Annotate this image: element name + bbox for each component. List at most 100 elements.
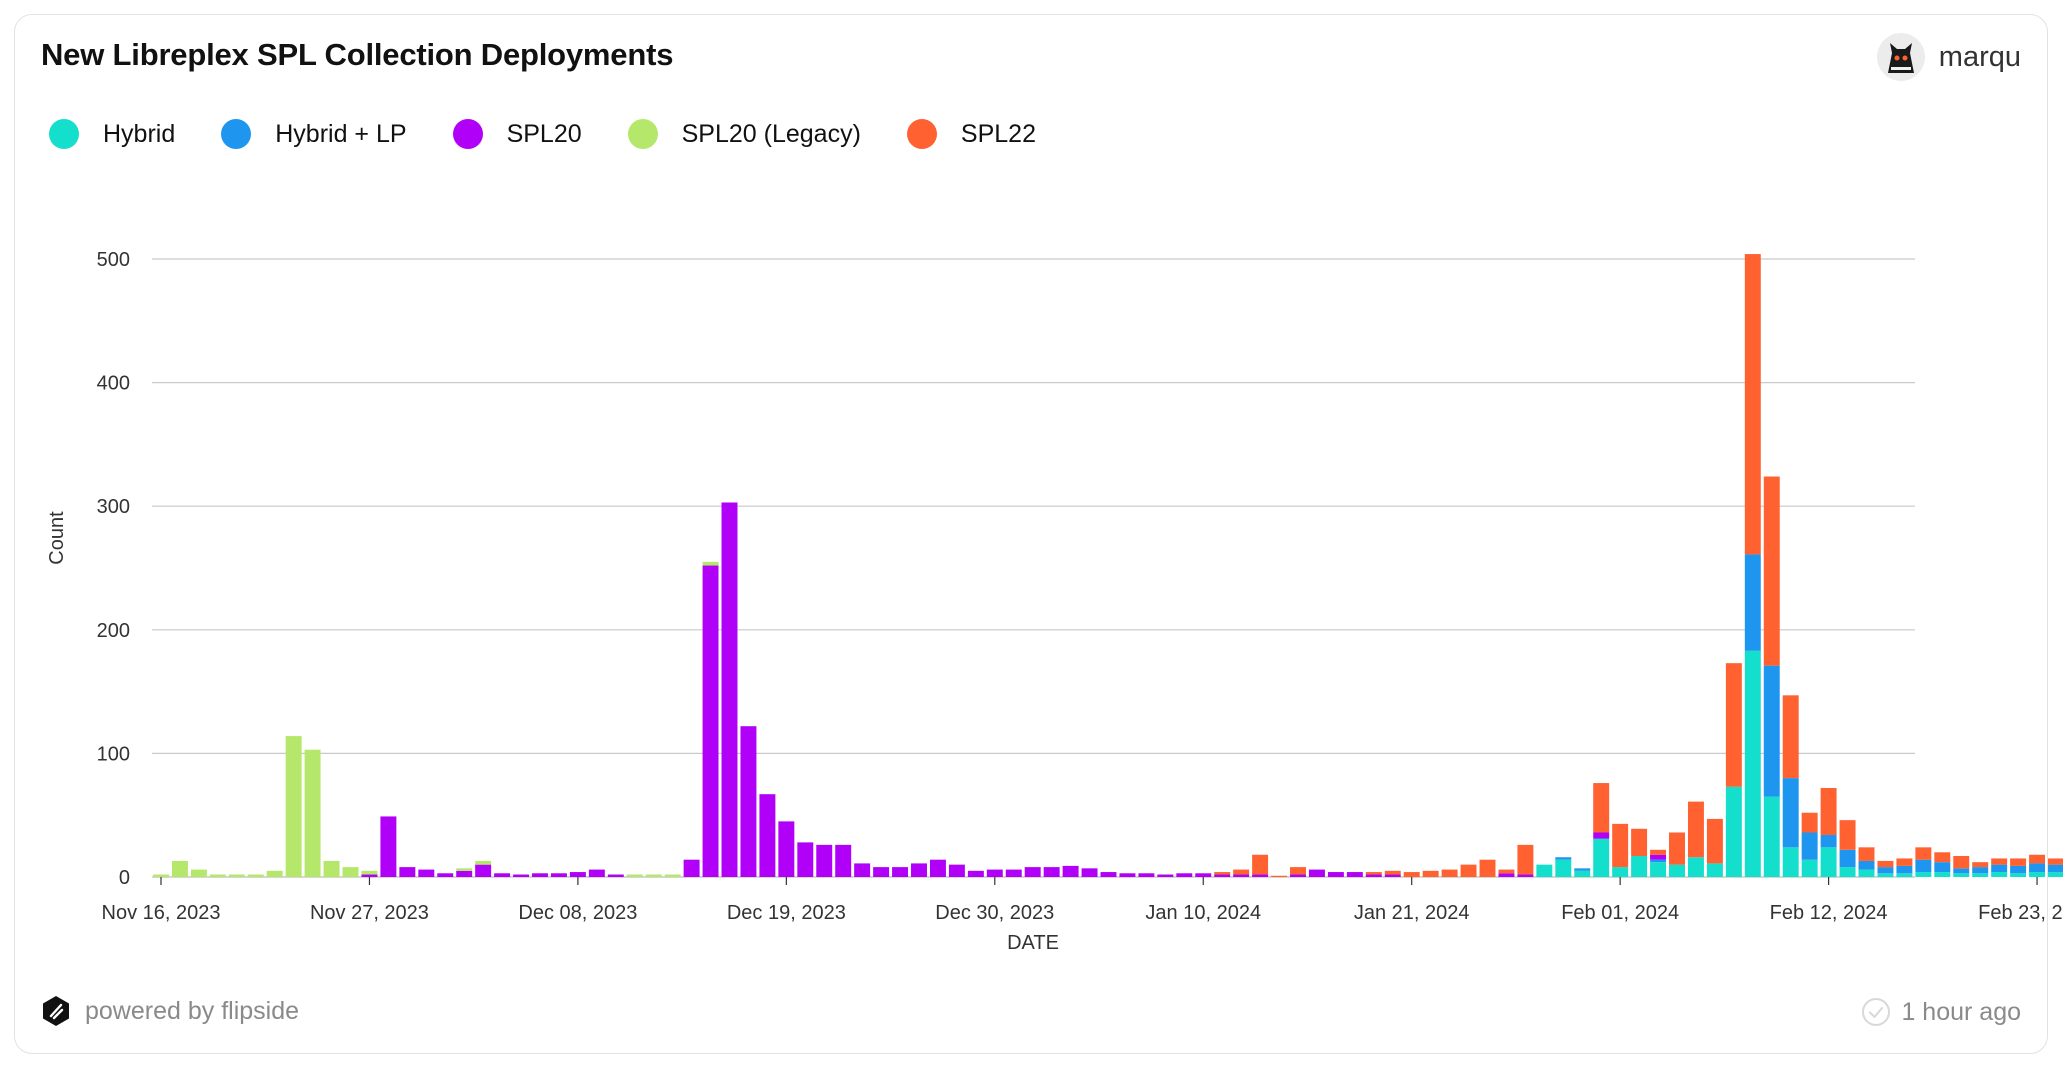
bar-segment-hybrid-lp (1574, 868, 1591, 871)
y-tick-label: 200 (97, 620, 130, 642)
bar-segment-hybrid-lp (1650, 859, 1667, 863)
bar-segment-spl22 (1403, 872, 1420, 877)
x-tick-label: Feb 01, 2024 (1561, 902, 1679, 924)
bar-segment-hybrid (1706, 863, 1723, 877)
bar-segment-hybrid-lp (1991, 864, 2008, 873)
bar-segment-spl20-legacy- (361, 870, 378, 875)
bar-segment-spl20 (816, 844, 833, 877)
bar-segment-spl22 (1896, 858, 1913, 866)
bar-segment-spl20 (1081, 868, 1098, 877)
legend-item-spl20-legacy[interactable]: SPL20 (Legacy) (627, 119, 861, 149)
bar-segment-spl20 (475, 864, 492, 877)
chart-card: New Libreplex SPL Collection Deployments… (14, 14, 2048, 1054)
bar-segment-spl20 (1024, 867, 1041, 877)
bar-segment-hybrid (1953, 873, 1970, 877)
bar-segment-spl20-legacy- (475, 860, 492, 865)
bar-segment-spl20-legacy- (171, 860, 188, 877)
bar-segment-spl20 (1290, 874, 1306, 877)
bar-segment-hybrid (2029, 872, 2046, 877)
legend-swatch-spl20-legacy (627, 119, 658, 149)
flipside-logo-icon (43, 996, 69, 1026)
bar-segment-spl20 (1062, 865, 1079, 877)
bar-segment-spl20 (1498, 873, 1515, 877)
bar-segment-spl22 (1441, 869, 1458, 877)
bar-segment-hybrid-lp (1839, 849, 1856, 868)
bar-segment-spl20 (986, 869, 1003, 877)
bar-segment-spl20 (1308, 869, 1325, 877)
bar-segment-hybrid (1631, 855, 1648, 877)
bar-segment-spl20-legacy- (702, 561, 719, 566)
bar-segment-spl22 (1839, 820, 1856, 850)
bar-segment-spl20-legacy- (266, 870, 283, 877)
bar-segment-spl20-legacy- (304, 749, 321, 877)
legend-label-spl22: SPL22 (960, 119, 1036, 148)
bar-segment-spl22 (1422, 870, 1439, 877)
bar-segment-spl20 (380, 816, 397, 877)
legend-item-spl22[interactable]: SPL22 (906, 119, 1036, 149)
bar-segment-spl22 (1460, 864, 1477, 877)
bar-segment-spl22 (1687, 801, 1704, 858)
chart-title: New Libreplex SPL Collection Deployments (41, 37, 674, 72)
bar-segment-spl22 (1725, 663, 1742, 787)
bar-segment-hybrid-lp (1858, 860, 1875, 870)
bar-segment-spl20 (1346, 872, 1363, 877)
bar-segment-spl20 (532, 873, 548, 877)
legend-item-hybrid[interactable]: Hybrid (49, 119, 175, 149)
bar-segment-spl20 (513, 874, 530, 877)
bar-segment-spl20 (1176, 873, 1193, 877)
bar-segment-spl22 (2048, 858, 2063, 865)
x-tick-label: Dec 19, 2023 (727, 902, 846, 924)
bar-segment-hybrid-lp (1763, 665, 1780, 797)
bar-segment-spl20-legacy- (285, 736, 302, 877)
legend-item-hybrid-lp[interactable]: Hybrid + LP (221, 119, 407, 149)
bar-segment-spl20 (702, 565, 719, 877)
bar-segment-hybrid (1801, 859, 1818, 877)
bar-segment-spl22 (1271, 875, 1288, 877)
bar-segment-spl20 (1384, 874, 1401, 877)
bar-segment-spl22 (1290, 867, 1306, 875)
bar-segment-hybrid-lp (1801, 832, 1818, 860)
bar-segment-hybrid-lp (1953, 868, 1970, 874)
legend-label-hybrid-lp: Hybrid + LP (275, 119, 407, 148)
bar-segment-spl20 (1327, 872, 1344, 877)
bar-segment-spl20 (1043, 867, 1060, 877)
bar-segment-spl20 (1119, 873, 1136, 877)
legend-item-spl20[interactable]: SPL20 (452, 119, 582, 149)
bar-segment-spl22 (1593, 783, 1610, 833)
bar-segment-hybrid-lp (1915, 859, 1932, 873)
bar-segment-spl20 (778, 821, 795, 877)
bar-segment-spl20 (873, 867, 890, 877)
x-tick-label: Dec 30, 2023 (935, 902, 1054, 924)
bar-segment-spl20 (797, 842, 814, 877)
bar-segment-spl20 (1233, 874, 1250, 877)
bar-segment-spl22 (1233, 869, 1250, 875)
bar-segment-spl20 (361, 874, 378, 877)
bar-segment-hybrid (1839, 867, 1856, 877)
powered-by-link[interactable]: powered by flipside (41, 995, 299, 1027)
check-circle-icon (1862, 998, 1891, 1026)
bar-segment-spl20 (456, 870, 473, 877)
bar-segment-hybrid (1669, 864, 1685, 877)
bar-segment-hybrid (1877, 873, 1894, 877)
bar-segment-spl22 (1991, 858, 2008, 865)
bar-segment-spl20 (1517, 874, 1534, 877)
y-tick-label: 0 (119, 867, 130, 889)
bar-segment-spl22 (1934, 852, 1951, 863)
bar-segment-spl20 (740, 726, 757, 877)
user-profile[interactable]: marqu (1876, 33, 2021, 81)
bar-segment-spl20 (1100, 872, 1117, 877)
last-updated: 1 hour ago (1861, 997, 2021, 1027)
user-name: marqu (1938, 40, 2021, 73)
bar-segment-hybrid (1536, 864, 1553, 877)
bar-segment-spl20 (911, 863, 927, 877)
powered-by-text: powered by flipside (85, 996, 300, 1025)
y-axis-title: Count (46, 511, 68, 565)
legend-label-spl20: SPL20 (506, 119, 582, 148)
bar-segment-spl20 (721, 502, 738, 877)
legend-swatch-spl22 (906, 119, 937, 149)
bar-segment-hybrid (1725, 786, 1742, 877)
bar-segment-spl22 (1763, 476, 1780, 666)
y-tick-label: 300 (97, 496, 130, 518)
x-tick-label: Nov 27, 2023 (310, 902, 429, 924)
bar-segment-spl22 (1365, 872, 1382, 875)
